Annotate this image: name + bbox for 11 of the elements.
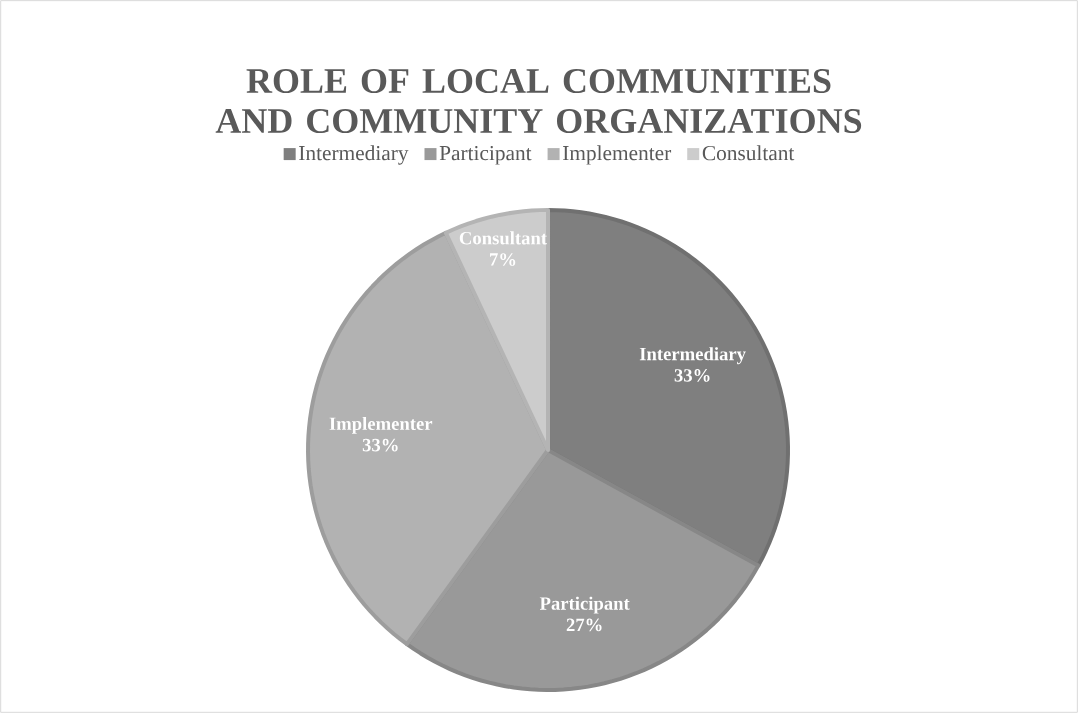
slice-label: Intermediary bbox=[639, 347, 746, 365]
data-label: 27% bbox=[566, 618, 602, 632]
legend-label: Intermediary bbox=[299, 145, 409, 165]
chart-title: ROLE OF LOCAL COMMUNITIES AND COMMUNITY ORGANIZATIONS bbox=[215, 68, 862, 134]
slice-label: Participant bbox=[539, 596, 630, 614]
data-label: 33% bbox=[362, 438, 398, 452]
legend-label: Implementer bbox=[563, 145, 672, 165]
legend-label: Consultant bbox=[702, 145, 795, 161]
data-label: 33% bbox=[674, 369, 710, 382]
legend-label: Participant bbox=[439, 145, 532, 165]
slice-label: Implementer bbox=[329, 416, 433, 434]
